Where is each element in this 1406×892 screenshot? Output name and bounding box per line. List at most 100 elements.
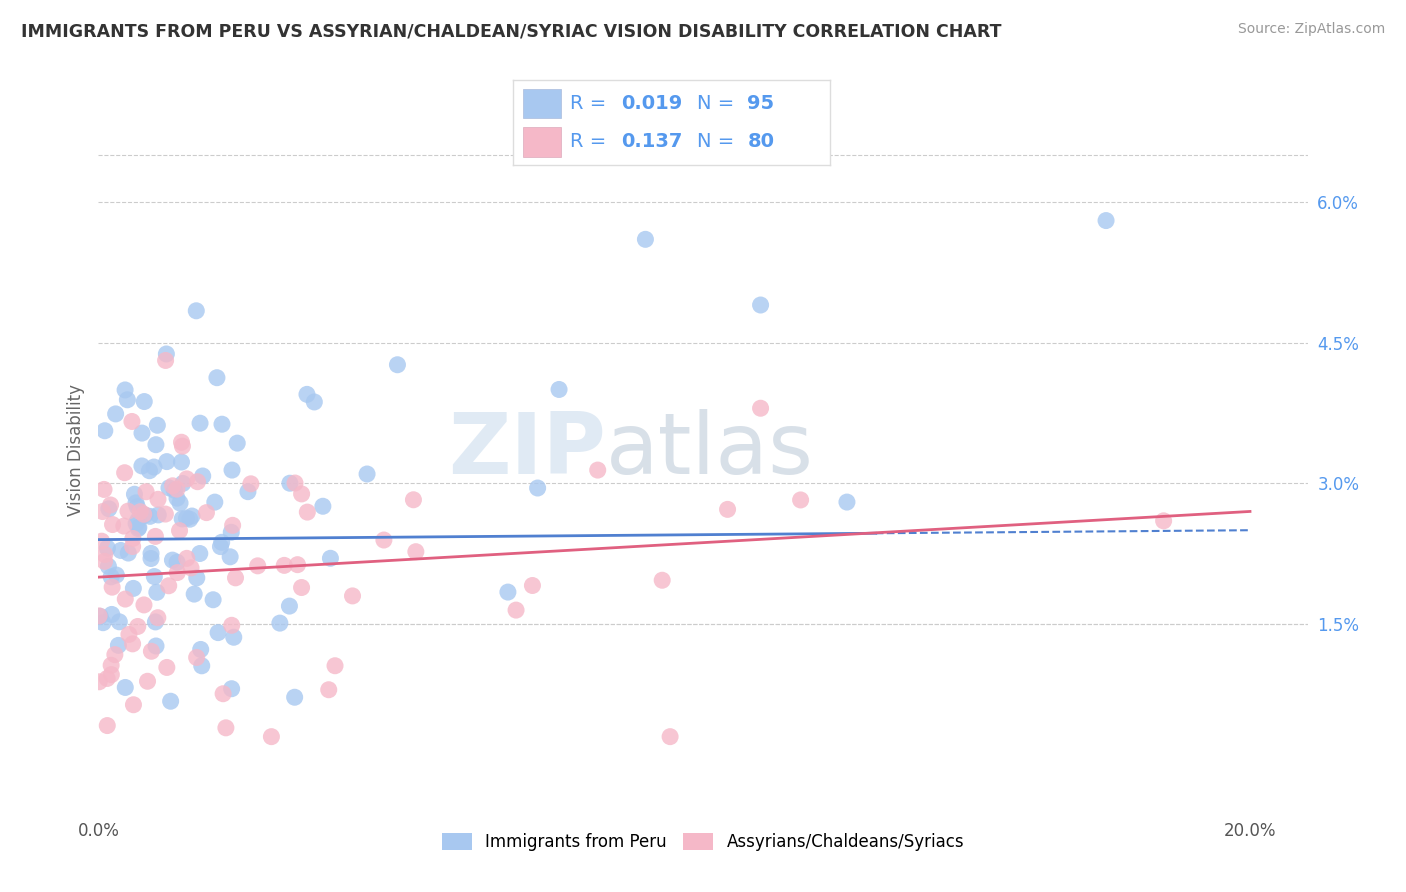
Point <box>278 476 301 491</box>
Point <box>89 609 111 624</box>
Point <box>548 383 571 397</box>
Point <box>89 674 111 689</box>
Point <box>186 475 208 489</box>
Point <box>94 424 117 438</box>
Point <box>205 370 228 384</box>
Point <box>125 496 148 510</box>
Point <box>90 534 112 549</box>
Point <box>148 508 170 522</box>
Point <box>496 585 519 599</box>
Point <box>176 472 198 486</box>
Point <box>212 687 235 701</box>
Point <box>190 642 212 657</box>
Point <box>146 492 169 507</box>
Point <box>186 650 208 665</box>
Text: ZIP: ZIP <box>449 409 606 492</box>
Point <box>586 463 609 477</box>
Point <box>121 415 143 429</box>
Point <box>291 487 314 501</box>
Point <box>145 529 167 543</box>
Point <box>105 568 128 582</box>
Point <box>207 625 229 640</box>
Text: 80: 80 <box>748 132 775 151</box>
Point <box>188 547 211 561</box>
Point <box>186 571 208 585</box>
Point <box>295 387 318 401</box>
Point <box>155 507 177 521</box>
Bar <box>523 127 561 157</box>
Point <box>170 455 193 469</box>
Point <box>89 608 111 623</box>
Point <box>179 512 201 526</box>
Point <box>172 512 194 526</box>
Point <box>132 508 155 522</box>
Point <box>128 520 150 534</box>
Point <box>145 639 167 653</box>
Point <box>176 511 198 525</box>
Point <box>162 479 184 493</box>
Point <box>135 484 157 499</box>
Point <box>101 517 124 532</box>
Point <box>91 615 114 630</box>
Point <box>162 553 184 567</box>
Point <box>505 603 527 617</box>
Text: N =: N = <box>697 132 740 151</box>
Point <box>284 476 307 491</box>
Legend: Immigrants from Peru, Assyrians/Chaldeans/Syriacs: Immigrants from Peru, Assyrians/Chaldean… <box>434 826 972 857</box>
Point <box>156 455 179 469</box>
Point <box>100 658 122 673</box>
Point <box>108 615 131 629</box>
Point <box>273 558 295 573</box>
Point <box>522 578 544 592</box>
Point <box>191 469 214 483</box>
Point <box>114 466 136 480</box>
Point <box>145 615 167 629</box>
Point <box>127 619 149 633</box>
Point <box>290 581 312 595</box>
Bar <box>523 89 561 119</box>
Point <box>318 682 340 697</box>
Point <box>127 513 149 527</box>
Point <box>107 639 129 653</box>
Point <box>166 491 188 505</box>
Point <box>219 549 242 564</box>
Point <box>225 571 247 585</box>
Point <box>284 690 307 705</box>
Point <box>312 500 335 514</box>
Point <box>236 484 259 499</box>
Point <box>356 467 378 481</box>
Point <box>104 648 127 662</box>
Point <box>209 540 232 554</box>
Point <box>112 519 135 533</box>
Point <box>202 592 225 607</box>
Point <box>405 544 427 558</box>
Point <box>100 607 122 622</box>
Point <box>402 492 425 507</box>
Point <box>211 535 233 549</box>
Text: IMMIGRANTS FROM PERU VS ASSYRIAN/CHALDEAN/SYRIAC VISION DISABILITY CORRELATION C: IMMIGRANTS FROM PERU VS ASSYRIAN/CHALDEA… <box>21 22 1001 40</box>
Point <box>387 358 409 372</box>
Text: R =: R = <box>571 94 613 112</box>
Point <box>226 436 249 450</box>
Text: 0.019: 0.019 <box>620 94 682 112</box>
Point <box>342 589 364 603</box>
Point <box>146 585 169 599</box>
Point <box>100 570 122 584</box>
Point <box>166 566 188 580</box>
Point <box>94 548 117 562</box>
Point <box>749 298 772 312</box>
Text: N =: N = <box>697 94 740 112</box>
Point <box>104 407 127 421</box>
Point <box>749 401 772 416</box>
Point <box>195 506 218 520</box>
Point <box>127 500 149 514</box>
Point <box>96 718 118 732</box>
Point <box>110 543 132 558</box>
Point <box>124 487 146 501</box>
Point <box>1153 514 1175 528</box>
Point <box>145 438 167 452</box>
Point <box>221 681 243 696</box>
Point <box>134 508 156 522</box>
Point <box>139 509 162 524</box>
Point <box>716 502 738 516</box>
